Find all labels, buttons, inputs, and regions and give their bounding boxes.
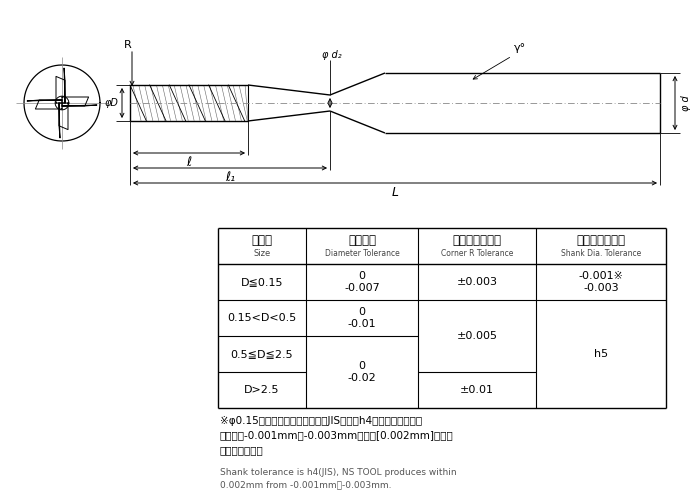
Text: 0.5≦D≦2.5: 0.5≦D≦2.5 — [231, 349, 293, 359]
Text: Corner R Tolerance: Corner R Tolerance — [441, 248, 513, 257]
Text: Shank tolerance is h4(JIS), NS TOOL produces within
0.002mm from -0.001mm〜-0.003: Shank tolerance is h4(JIS), NS TOOL prod… — [220, 468, 456, 490]
Text: コーナ半径公差: コーナ半径公差 — [452, 235, 501, 248]
Text: L: L — [391, 186, 398, 199]
Text: 0: 0 — [358, 361, 365, 371]
Text: Diameter Tolerance: Diameter Tolerance — [325, 248, 400, 257]
Text: φD: φD — [104, 98, 118, 108]
Text: Size: Size — [253, 248, 271, 257]
Text: ℓ: ℓ — [186, 156, 192, 169]
Text: D>2.5: D>2.5 — [244, 385, 280, 395]
Text: 0: 0 — [358, 307, 365, 317]
Text: φ d: φ d — [681, 95, 691, 111]
Text: D≦0.15: D≦0.15 — [241, 277, 284, 287]
Text: 0: 0 — [358, 271, 365, 281]
Text: サイズ: サイズ — [251, 235, 272, 248]
Text: ±0.005: ±0.005 — [456, 331, 498, 341]
Text: -0.001※: -0.001※ — [579, 271, 624, 281]
Text: 0.15<D<0.5: 0.15<D<0.5 — [228, 313, 297, 323]
Text: γ°: γ° — [514, 43, 526, 53]
Text: φ d₂: φ d₂ — [322, 50, 342, 60]
Text: -0.003: -0.003 — [583, 283, 619, 293]
Text: -0.01: -0.01 — [348, 319, 377, 329]
Text: ±0.003: ±0.003 — [456, 277, 498, 287]
Text: -0.007: -0.007 — [344, 283, 380, 293]
Text: ℓ₁: ℓ₁ — [225, 171, 235, 184]
Text: 外径公差: 外径公差 — [348, 235, 376, 248]
Text: h5: h5 — [594, 349, 608, 359]
Text: ※φ0.15以下のシャンク径公差はJIS規格でh4に括られますが、
当社では-0.001mm〜-0.003mmの範囲[0.002mm]で生産
しております。: ※φ0.15以下のシャンク径公差はJIS規格でh4に括られますが、 当社では-0… — [220, 416, 454, 455]
Text: シャンク径公差: シャンク径公差 — [577, 235, 626, 248]
Text: R: R — [124, 40, 132, 50]
Text: -0.02: -0.02 — [348, 373, 377, 383]
Text: ±0.01: ±0.01 — [460, 385, 494, 395]
Text: Shank Dia. Tolerance: Shank Dia. Tolerance — [561, 248, 641, 257]
